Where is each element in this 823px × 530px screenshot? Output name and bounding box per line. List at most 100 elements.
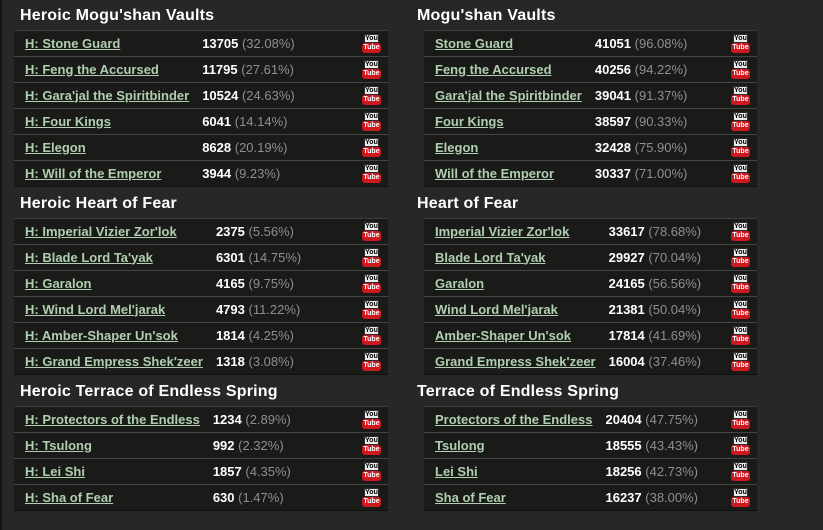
boss-table: Protectors of the Endless 20404 (47.75%)…	[424, 406, 757, 511]
kill-count: 1814	[215, 328, 245, 343]
boss-link[interactable]: H: Gara'jal the Spiritbinder	[25, 87, 190, 103]
boss-row: H: Will of the Emperor 3944 (9.23%) You …	[14, 160, 388, 187]
youtube-cell: You Tube	[354, 270, 388, 297]
boss-link[interactable]: H: Feng the Accursed	[25, 61, 159, 77]
boss-link[interactable]: H: Lei Shi	[25, 463, 85, 479]
boss-link[interactable]: H: Amber-Shaper Un'sok	[25, 327, 178, 343]
boss-link[interactable]: H: Stone Guard	[25, 35, 121, 51]
boss-name-cell: Grand Empress Shek'zeer	[424, 348, 609, 375]
youtube-cell: You Tube	[354, 296, 388, 323]
boss-link[interactable]: Tsulong	[435, 437, 485, 453]
boss-link[interactable]: Amber-Shaper Un'sok	[435, 327, 572, 343]
youtube-link[interactable]: You Tube	[362, 436, 381, 455]
youtube-link[interactable]: You Tube	[731, 86, 750, 105]
kill-count: 4165	[215, 276, 245, 291]
youtube-icon: You	[364, 60, 379, 69]
youtube-link[interactable]: You Tube	[362, 86, 381, 105]
youtube-link[interactable]: You Tube	[362, 34, 381, 53]
boss-link[interactable]: Garalon	[435, 275, 485, 291]
youtube-link[interactable]: You Tube	[362, 138, 381, 157]
boss-row: Wind Lord Mel'jarak 21381 (50.04%) You T…	[424, 296, 757, 323]
boss-link[interactable]: Will of the Emperor	[435, 165, 555, 181]
youtube-link[interactable]: You Tube	[362, 488, 381, 507]
boss-link[interactable]: Protectors of the Endless	[435, 411, 593, 427]
youtube-link[interactable]: You Tube	[731, 248, 750, 267]
kill-count: 29927	[608, 250, 645, 265]
youtube-link[interactable]: You Tube	[362, 300, 381, 319]
youtube-link[interactable]: You Tube	[362, 352, 381, 371]
boss-name-cell: Amber-Shaper Un'sok	[424, 322, 609, 349]
boss-link[interactable]: Lei Shi	[435, 463, 478, 479]
youtube-link[interactable]: You Tube	[731, 274, 750, 293]
youtube-link[interactable]: You Tube	[362, 462, 381, 481]
boss-link[interactable]: Sha of Fear	[435, 489, 506, 505]
kill-percent: (20.19%)	[234, 140, 288, 155]
kill-percent: (1.47%)	[238, 490, 284, 505]
boss-link[interactable]: H: Elegon	[25, 139, 86, 155]
youtube-link[interactable]: You Tube	[731, 462, 750, 481]
boss-link[interactable]: Wind Lord Mel'jarak	[435, 301, 558, 317]
boss-name-cell: Protectors of the Endless	[424, 407, 605, 433]
youtube-link[interactable]: You Tube	[731, 60, 750, 79]
boss-row: Tsulong 18555 (43.43%) You Tube	[424, 432, 757, 459]
youtube-icon: Tube	[731, 283, 750, 293]
raid-title: Heroic Terrace of Endless Spring	[20, 383, 278, 400]
youtube-link[interactable]: You Tube	[731, 138, 750, 157]
youtube-icon: You	[364, 300, 379, 309]
boss-link[interactable]: Stone Guard	[435, 35, 514, 51]
youtube-icon: You	[733, 222, 748, 231]
boss-link[interactable]: Elegon	[435, 139, 479, 155]
boss-link[interactable]: Blade Lord Ta'yak	[435, 249, 546, 265]
youtube-link[interactable]: You Tube	[362, 274, 381, 293]
boss-link[interactable]: H: Grand Empress Shek'zeer	[25, 353, 203, 369]
boss-name-cell: H: Feng the Accursed	[14, 56, 203, 83]
boss-link[interactable]: Grand Empress Shek'zeer	[435, 353, 596, 369]
boss-link[interactable]: Four Kings	[435, 113, 504, 129]
youtube-link[interactable]: You Tube	[731, 112, 750, 131]
boss-link[interactable]: H: Four Kings	[25, 113, 111, 129]
boss-link[interactable]: H: Tsulong	[25, 437, 92, 453]
youtube-link[interactable]: You Tube	[362, 326, 381, 345]
youtube-link[interactable]: You Tube	[362, 112, 381, 131]
boss-row: H: Garalon 4165 (9.75%) You Tube	[14, 270, 388, 297]
boss-link[interactable]: H: Imperial Vizier Zor'lok	[25, 223, 177, 239]
youtube-link[interactable]: You Tube	[362, 222, 381, 241]
youtube-link[interactable]: You Tube	[731, 34, 750, 53]
youtube-link[interactable]: You Tube	[362, 410, 381, 429]
boss-name-cell: Will of the Emperor	[424, 160, 595, 187]
youtube-link[interactable]: You Tube	[731, 164, 750, 183]
youtube-link[interactable]: You Tube	[731, 436, 750, 455]
boss-link[interactable]: Feng the Accursed	[435, 61, 552, 77]
youtube-link[interactable]: You Tube	[731, 352, 750, 371]
youtube-link[interactable]: You Tube	[731, 410, 750, 429]
youtube-link[interactable]: You Tube	[731, 300, 750, 319]
boss-link[interactable]: Gara'jal the Spiritbinder	[435, 87, 582, 103]
boss-link[interactable]: H: Protectors of the Endless	[25, 411, 200, 427]
kill-count: 8628	[202, 140, 232, 155]
youtube-icon: You	[364, 462, 379, 471]
youtube-link[interactable]: You Tube	[731, 326, 750, 345]
youtube-link[interactable]: You Tube	[362, 248, 381, 267]
boss-link[interactable]: H: Blade Lord Ta'yak	[25, 249, 153, 265]
youtube-icon: Tube	[362, 309, 381, 319]
youtube-cell: You Tube	[723, 108, 757, 135]
boss-link[interactable]: H: Garalon	[25, 275, 92, 291]
boss-link[interactable]: H: Will of the Emperor	[25, 165, 162, 181]
kill-count: 4793	[215, 302, 245, 317]
page-left-edge	[0, 0, 2, 530]
kill-percent: (2.89%)	[245, 412, 291, 427]
kill-stats-cell: 33617 (78.68%)	[609, 219, 723, 245]
boss-link[interactable]: H: Sha of Fear	[25, 489, 114, 505]
kill-percent: (42.73%)	[645, 464, 699, 479]
youtube-link[interactable]: You Tube	[362, 164, 381, 183]
youtube-link[interactable]: You Tube	[362, 60, 381, 79]
kill-count: 10524	[202, 88, 239, 103]
boss-link[interactable]: H: Wind Lord Mel'jarak	[25, 301, 166, 317]
boss-link[interactable]: Imperial Vizier Zor'lok	[435, 223, 570, 239]
raid-section: Heroic Terrace of Endless Spring H: Prot…	[14, 382, 388, 511]
youtube-link[interactable]: You Tube	[731, 222, 750, 241]
youtube-cell: You Tube	[354, 407, 388, 433]
youtube-link[interactable]: You Tube	[731, 488, 750, 507]
youtube-cell: You Tube	[354, 432, 388, 459]
boss-name-cell: Lei Shi	[424, 458, 606, 485]
